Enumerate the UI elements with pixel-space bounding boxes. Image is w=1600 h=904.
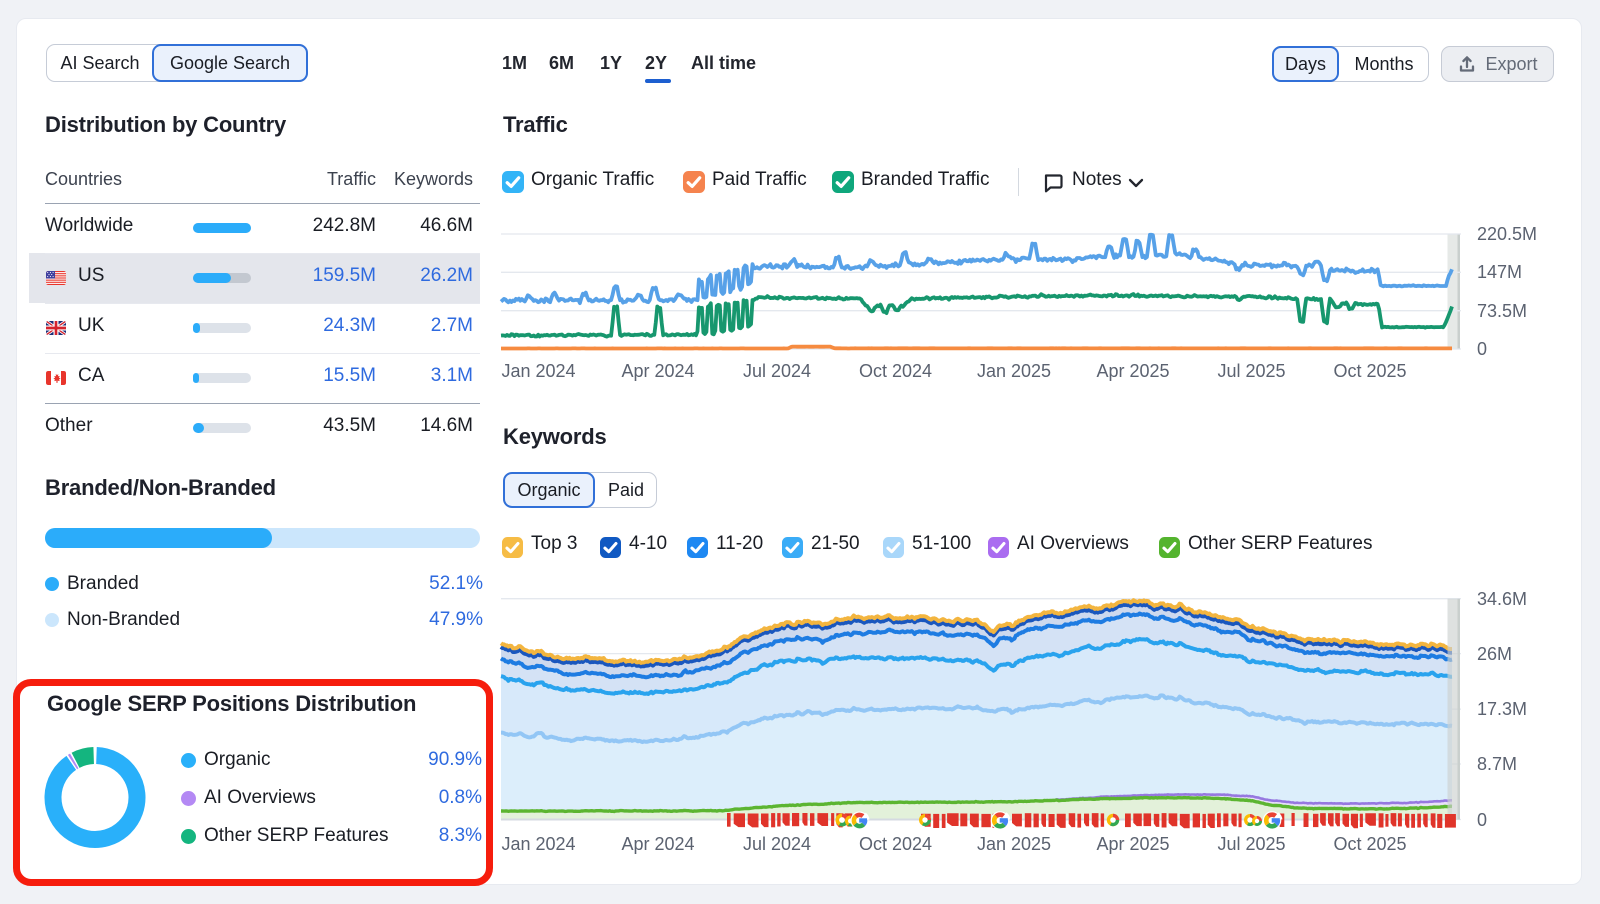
svg-text:Apr 2024: Apr 2024 [621,361,694,381]
svg-text:0: 0 [1477,339,1487,359]
svg-text:Apr 2025: Apr 2025 [1096,834,1169,854]
svg-text:Jul 2024: Jul 2024 [743,361,811,381]
svg-text:Jan 2024: Jan 2024 [501,834,575,854]
svg-text:220.5M: 220.5M [1477,224,1537,244]
svg-text:73.5M: 73.5M [1477,301,1527,321]
svg-text:Oct 2025: Oct 2025 [1333,834,1406,854]
svg-text:26M: 26M [1477,644,1512,664]
svg-text:Jan 2025: Jan 2025 [977,361,1051,381]
svg-text:34.6M: 34.6M [1477,589,1527,609]
svg-text:Jan 2025: Jan 2025 [977,834,1051,854]
svg-text:Apr 2024: Apr 2024 [621,834,694,854]
svg-text:Oct 2025: Oct 2025 [1333,361,1406,381]
svg-text:Apr 2025: Apr 2025 [1096,361,1169,381]
svg-text:0: 0 [1477,810,1487,830]
svg-text:Oct 2024: Oct 2024 [859,834,932,854]
svg-text:8.7M: 8.7M [1477,754,1517,774]
svg-text:Jul 2025: Jul 2025 [1217,361,1285,381]
svg-text:17.3M: 17.3M [1477,699,1527,719]
svg-text:Jan 2024: Jan 2024 [501,361,575,381]
svg-text:Oct 2024: Oct 2024 [859,361,932,381]
svg-text:147M: 147M [1477,262,1522,282]
svg-text:Jul 2024: Jul 2024 [743,834,811,854]
svg-text:Jul 2025: Jul 2025 [1217,834,1285,854]
